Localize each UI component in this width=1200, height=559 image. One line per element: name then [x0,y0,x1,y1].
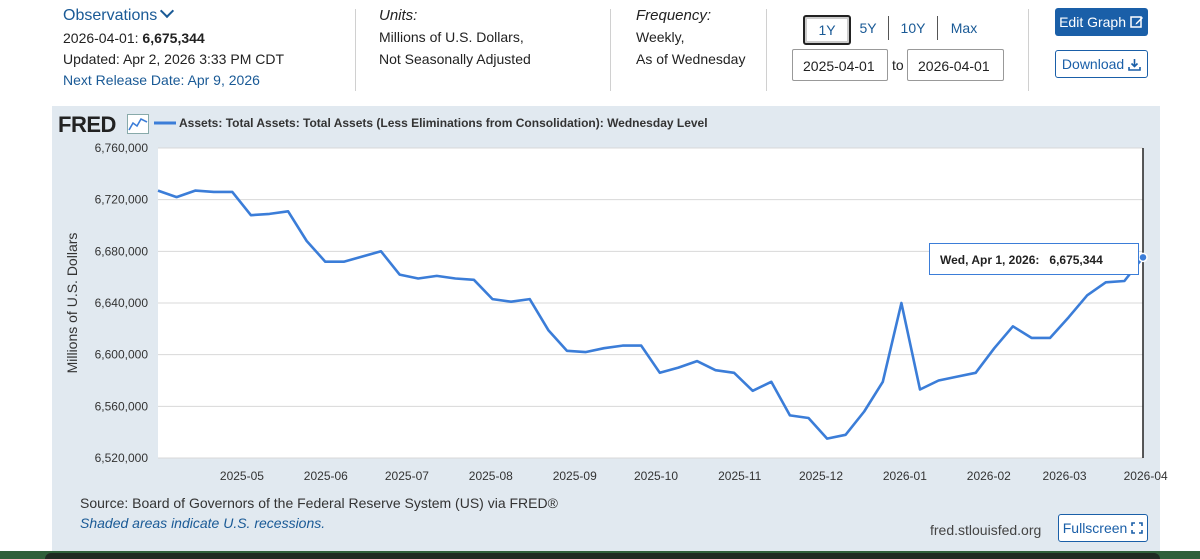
series-line[interactable] [157,189,1145,440]
y-tick-label: 6,560,000 [95,399,149,413]
next-release-link[interactable]: Next Release Date: Apr 9, 2026 [63,72,260,88]
y-tick-label: 6,520,000 [95,451,149,465]
x-tick-label: 2026-04 [1124,469,1168,483]
tooltip-value: 6,675,344 [1049,253,1103,267]
x-tick-label: 2025-10 [634,469,678,483]
chart-tooltip: Wed, Apr 1, 2026: 6,675,344 [929,243,1139,275]
range-max-button[interactable]: Max [950,20,978,36]
y-tick-label: 6,680,000 [95,244,149,258]
recession-note: Shaded areas indicate U.S. recessions. [80,515,326,531]
download-icon [1128,59,1141,71]
divider [766,9,767,91]
edit-graph-button[interactable]: Edit Graph [1055,8,1148,36]
observations-dropdown[interactable]: Observations [63,3,175,25]
observation-value: 6,675,344 [142,30,205,46]
observation-date: 2026-04-01: [63,30,139,46]
latest-observation: 2026-04-01: 6,675,344 [63,30,205,46]
y-axis-label: Millions of U.S. Dollars [64,233,80,374]
series-legend-title: Assets: Total Assets: Total Assets (Less… [179,116,708,130]
x-tick-label: 2025-09 [553,469,597,483]
start-date-input[interactable]: 2025-04-01 [792,49,888,81]
y-tick-label: 6,640,000 [95,296,149,310]
edit-icon [1130,16,1143,28]
fullscreen-button[interactable]: Fullscreen [1058,514,1148,542]
x-tick-label: 2026-03 [1043,469,1087,483]
units-label: Units: [379,7,418,24]
range-5y-button[interactable]: 5Y [859,20,877,36]
fullscreen-label: Fullscreen [1062,520,1128,536]
end-date-input[interactable]: 2026-04-01 [907,49,1004,81]
site-link[interactable]: fred.stlouisfed.org [930,522,1042,538]
download-label: Download [1061,56,1125,72]
frequency-line1: Weekly, [636,29,685,45]
x-tick-label: 2025-06 [304,469,348,483]
fred-chart-logo-icon [127,114,149,134]
frequency-label: Frequency: [636,7,712,24]
observations-label: Observations [63,7,158,24]
x-tick-label: 2025-12 [799,469,843,483]
legend-line-swatch [154,121,176,125]
y-tick-label: 6,760,000 [95,141,149,155]
tooltip-date: Wed, Apr 1, 2026: [940,253,1040,267]
units-line1: Millions of U.S. Dollars, [379,29,524,45]
x-tick-label: 2025-07 [385,469,429,483]
y-tick-label: 6,600,000 [95,348,149,362]
fred-logo: FRED [58,112,116,137]
frequency-line2: As of Wednesday [636,51,746,67]
fullscreen-icon [1131,522,1144,534]
x-tick-label: 2025-08 [469,469,513,483]
divider [610,9,611,91]
range-1y-button[interactable]: 1Y [803,15,851,45]
x-tick-label: 2026-01 [883,469,927,483]
x-tick-label: 2025-05 [220,469,264,483]
range-separator [937,16,938,40]
range-separator [888,16,889,40]
x-tick-label: 2025-11 [718,469,761,483]
edit-graph-label: Edit Graph [1059,14,1127,30]
divider [1028,9,1029,91]
units-line2: Not Seasonally Adjusted [379,51,531,67]
updated-text: Updated: Apr 2, 2026 3:33 PM CDT [63,51,285,67]
range-10y-button[interactable]: 10Y [900,20,926,36]
window-bottom-edge-inner [45,553,1160,559]
source-text: Source: Board of Governors of the Federa… [80,495,558,511]
download-button[interactable]: Download [1055,50,1148,78]
divider [355,9,356,91]
date-to-label: to [892,57,904,73]
y-tick-label: 6,720,000 [95,193,149,207]
x-tick-label: 2026-02 [967,469,1011,483]
hovered-data-point [1138,252,1148,263]
